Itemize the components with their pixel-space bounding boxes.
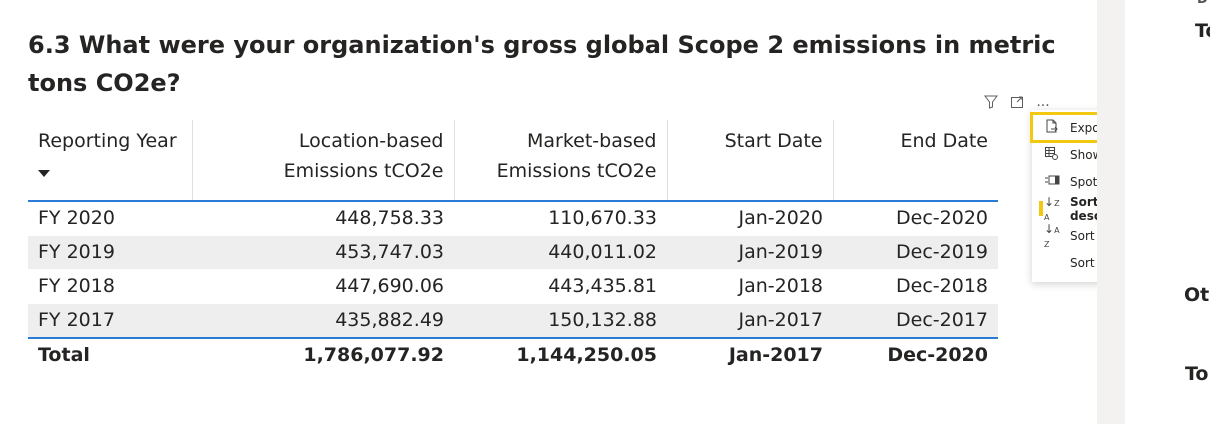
table-cell: Jan-2017 [738, 309, 824, 331]
table-icon [1044, 146, 1064, 163]
adjacent-text: To [1195, 20, 1210, 42]
table-row[interactable]: FY 2019 453,747.03 440,011.02 Jan-2019 D… [28, 235, 998, 270]
adjacent-visual: D To Ot To [1125, 0, 1210, 424]
column-header-start-date[interactable]: Start Date [666, 120, 833, 201]
table-cell: FY 2017 [38, 309, 115, 331]
column-header-market-based[interactable]: Market-based Emissions tCO2e [453, 120, 667, 201]
table-cell: FY 2019 [38, 241, 115, 263]
table-cell: 110,670.33 [548, 207, 657, 229]
table-cell: FY 2018 [38, 275, 115, 297]
table-cell: Jan-2020 [738, 207, 824, 229]
total-label: Total [38, 344, 90, 366]
visual-title: 6.3 What were your organization's gross … [28, 31, 1056, 97]
more-options-icon[interactable]: ... [1036, 94, 1050, 110]
column-header-location-based[interactable]: Location-based Emissions tCO2e [191, 120, 454, 201]
table-cell: Dec-2017 [896, 309, 988, 331]
visual-header: ... [982, 93, 1052, 111]
export-icon [1044, 119, 1064, 136]
table-cell: 150,132.88 [548, 309, 657, 331]
table-row[interactable]: FY 2020 448,758.33 110,670.33 Jan-2020 D… [28, 201, 998, 236]
table-cell: 435,882.49 [335, 309, 444, 331]
sort-descending-icon [38, 170, 50, 177]
adjacent-text: D [1197, 0, 1208, 7]
total-cell: 1,144,250.05 [516, 344, 657, 366]
table-cell: 447,690.06 [335, 275, 444, 297]
table-cell: FY 2020 [38, 207, 115, 229]
focus-mode-icon[interactable] [1008, 93, 1026, 111]
table-cell: Jan-2018 [738, 275, 824, 297]
adjacent-text: To [1185, 363, 1209, 385]
total-cell: 1,786,077.92 [303, 344, 444, 366]
table-cell: 440,011.02 [548, 241, 657, 263]
table-cell: Dec-2019 [896, 241, 988, 263]
table-cell: Jan-2019 [738, 241, 824, 263]
column-header-label: Reporting Year [38, 130, 177, 152]
table-total-row: Total 1,786,077.92 1,144,250.05 Jan-2017… [28, 338, 998, 372]
total-cell: Dec-2020 [887, 344, 988, 366]
filter-icon[interactable] [982, 93, 1000, 111]
sort-ascending-icon: ↓A Z [1044, 221, 1060, 249]
table-cell: Dec-2020 [896, 207, 988, 229]
canvas-gap [1097, 0, 1125, 424]
table-cell: 448,758.33 [335, 207, 444, 229]
table-header-row: Reporting Year Location-based Emissions … [28, 120, 998, 201]
adjacent-text: Ot [1184, 284, 1210, 306]
table-row[interactable]: FY 2018 447,690.06 443,435.81 Jan-2018 D… [28, 270, 998, 304]
table-cell: 443,435.81 [548, 275, 657, 297]
table-cell: Dec-2018 [896, 275, 988, 297]
table-row[interactable]: FY 2017 435,882.49 150,132.88 Jan-2017 D… [28, 303, 998, 338]
sort-descending-icon: ↓Z A [1044, 194, 1060, 222]
column-header-end-date[interactable]: End Date [832, 120, 998, 201]
table-cell: 453,747.03 [335, 241, 444, 263]
spotlight-icon [1044, 174, 1064, 189]
column-header-reporting-year[interactable]: Reporting Year [28, 120, 192, 201]
emissions-table: Reporting Year Location-based Emissions … [28, 120, 998, 372]
total-cell: Jan-2017 [728, 344, 823, 366]
